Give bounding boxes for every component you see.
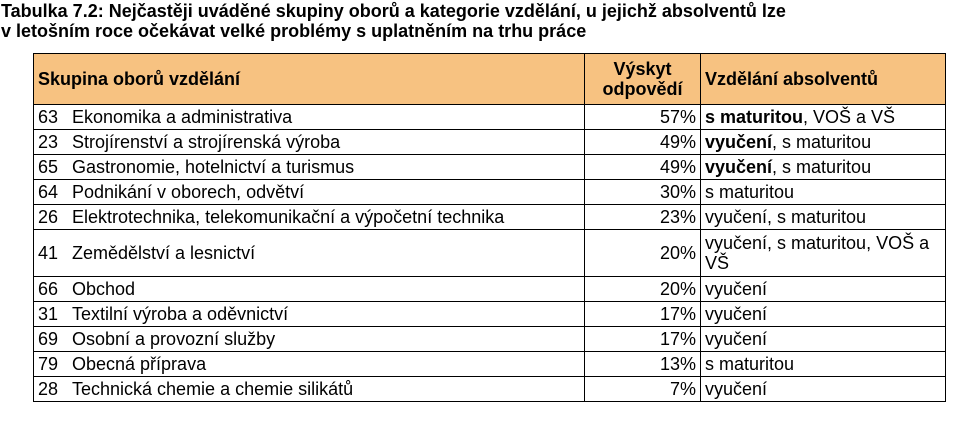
table-row: 69 Osobní a provozní služby 17% vyučení [33,326,946,352]
caption-line-2: v letošním roce očekávat velké problémy … [1,21,587,41]
header-share-line-1: Výskyt [613,59,672,79]
education-table: Skupina oborů vzdělání Výskyt odpovědí V… [33,53,946,402]
group-name: Osobní a provozní služby [72,329,276,349]
group-code: 28 [38,379,59,399]
group-name: Zemědělství a lesnictví [72,243,256,263]
group-code: 23 [38,132,59,152]
education-text: , s maturitou [772,157,872,177]
group-code: 69 [38,329,59,349]
cell-share: 7% [584,376,701,402]
cell-group: 63 Ekonomika a administrativa [33,104,585,130]
header-group: Skupina oborů vzdělání [33,53,585,105]
table-row: 41 Zemědělství a lesnictví 20% vyučení, s… [33,229,946,277]
education-text: vyučení [705,279,768,299]
group-name: Podnikání v oborech, odvětví [72,182,305,202]
cell-share: 20% [584,276,701,302]
education-text: , s maturitou [772,132,872,152]
cell-group: 66 Obchod [33,276,585,302]
group-code: 66 [38,279,59,299]
caption-line-1: Tabulka 7.2: Nejčastěji uváděné skupiny … [1,1,786,21]
group-code: 79 [38,354,59,374]
table-row: 64 Podnikání v oborech, odvětví 30% s mat… [33,179,946,205]
education-emphasis: vyučení [705,132,773,152]
table-body: 63 Ekonomika a administrativa 57% s matur… [33,104,946,402]
group-name: Obchod [72,279,136,299]
education-text: vyučení [705,379,768,399]
cell-group: 26 Elektrotechnika, telekomunikační a výp… [33,204,585,230]
cell-group: 79 Obecná příprava [33,351,585,377]
education-text: vyučení, s maturitou [705,207,867,227]
education-text: s maturitou [705,354,795,374]
cell-share: 17% [584,326,701,352]
group-name: Ekonomika a administrativa [72,107,293,127]
cell-share: 30% [584,179,701,205]
cell-education: vyučení, s maturitou [700,129,946,155]
cell-share: 20% [584,229,701,277]
table-caption: Tabulka 7.2: Nejčastěji uváděné skupiny … [1,1,961,41]
cell-education: vyučení, s maturitou [700,204,946,230]
group-code: 31 [38,304,59,324]
cell-group: 69 Osobní a provozní služby [33,326,585,352]
group-name: Obecná příprava [72,354,207,374]
table-row: 66 Obchod 20% vyučení [33,276,946,302]
cell-share: 57% [584,104,701,130]
education-emphasis: vyučení [705,157,773,177]
cell-group: 65 Gastronomie, hotelnictví a turismus [33,154,585,180]
cell-share: 49% [584,129,701,155]
table-row: 79 Obecná příprava 13% s maturitou [33,351,946,377]
cell-share: 49% [584,154,701,180]
cell-education: vyučení [700,376,946,402]
cell-group: 64 Podnikání v oborech, odvětví [33,179,585,205]
group-name: Elektrotechnika, telekomunikační a výpoč… [72,207,505,227]
table-row: 26 Elektrotechnika, telekomunikační a výp… [33,204,946,230]
education-text: , VOŠ a VŠ [803,107,896,127]
cell-education: vyučení, s maturitou, VOŠ a VŠ [700,229,946,277]
education-text: vyučení [705,304,768,324]
cell-education: s maturitou, VOŠ a VŠ [700,104,946,130]
education-text: s maturitou [705,182,795,202]
group-name: Gastronomie, hotelnictví a turismus [72,157,355,177]
cell-group: 41 Zemědělství a lesnictví [33,229,585,277]
cell-education: s maturitou [700,179,946,205]
cell-group: 31 Textilní výroba a oděvnictví [33,301,585,327]
table-row: 63 Ekonomika a administrativa 57% s matur… [33,104,946,130]
education-text: vyučení, s maturitou, VOŠ a VŠ [705,233,930,273]
cell-education: vyučení [700,326,946,352]
header-share: Výskyt odpovědí [584,53,701,105]
group-name: Textilní výroba a oděvnictví [72,304,289,324]
group-code: 64 [38,182,59,202]
cell-share: 13% [584,351,701,377]
group-code: 26 [38,207,59,227]
table-row: 65 Gastronomie, hotelnictví a turismus 49… [33,154,946,180]
group-code: 65 [38,157,59,177]
cell-education: vyučení [700,301,946,327]
table-row: 31 Textilní výroba a oděvnictví 17% vyuče… [33,301,946,327]
header-education: Vzdělání absolventů [700,53,946,105]
cell-share: 23% [584,204,701,230]
cell-education: vyučení [700,276,946,302]
group-code: 63 [38,107,59,127]
cell-group: 23 Strojírenství a strojírenská výroba [33,129,585,155]
group-name: Technická chemie a chemie silikátů [72,379,354,399]
table-row: 23 Strojírenství a strojírenská výroba 49… [33,129,946,155]
cell-education: vyučení, s maturitou [700,154,946,180]
table-row: 28 Technická chemie a chemie silikátů 7% … [33,376,946,402]
header-share-line-2: odpovědí [602,79,683,99]
cell-education: s maturitou [700,351,946,377]
cell-group: 28 Technická chemie a chemie silikátů [33,376,585,402]
education-text: vyučení [705,329,768,349]
education-emphasis: s maturitou [705,107,804,127]
cell-share: 17% [584,301,701,327]
group-code: 41 [38,243,59,263]
table-header-row: Skupina oborů vzdělání Výskyt odpovědí V… [33,53,946,105]
group-name: Strojírenství a strojírenská výroba [72,132,341,152]
